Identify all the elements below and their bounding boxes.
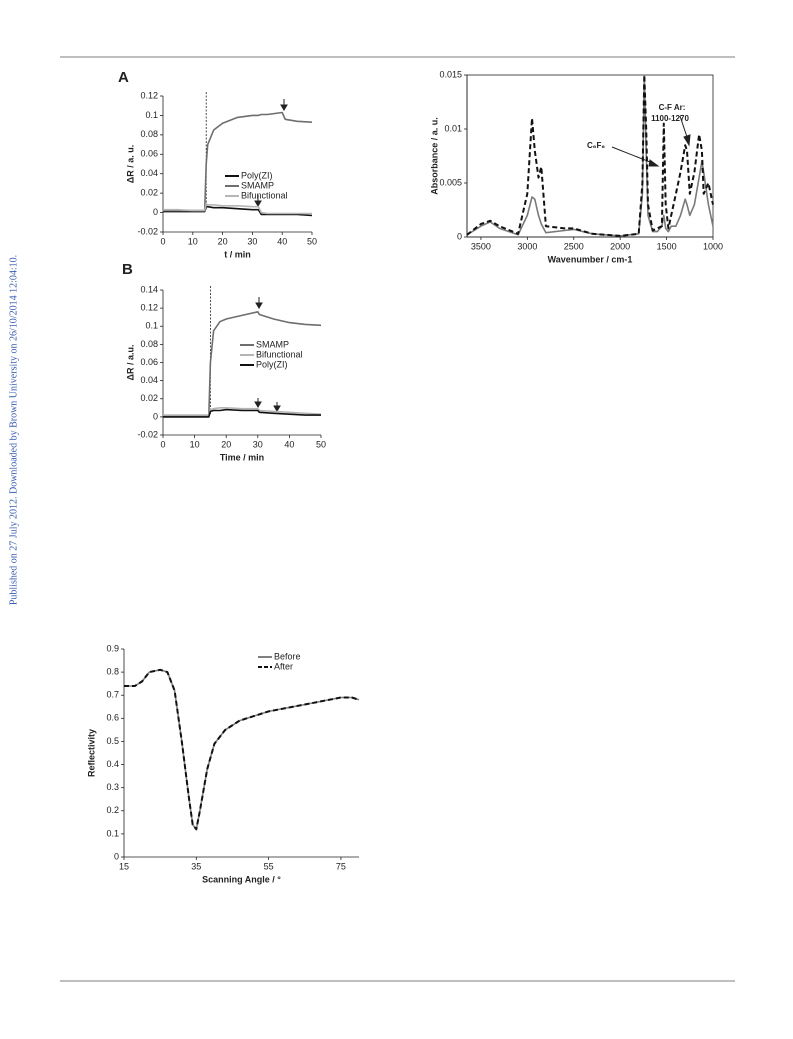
series-line [163, 311, 322, 417]
x-tick-label: 1500 [657, 241, 677, 251]
x-tick-label: 40 [284, 439, 294, 449]
y-tick-label: 0.08 [140, 339, 158, 349]
y-tick-label: 0.04 [140, 168, 158, 178]
legend-label: Bifunctional [241, 190, 288, 200]
series-line [124, 669, 360, 831]
x-tick-label: 0 [160, 439, 165, 449]
annotation: C₆F₆ [587, 141, 605, 150]
x-tick-label: 40 [277, 236, 287, 246]
x-tick-label: 20 [221, 439, 231, 449]
y-tick-label: 0.9 [106, 643, 119, 653]
series-line [466, 74, 714, 237]
x-tick-label: 2500 [564, 241, 584, 251]
y-tick-label: 0.1 [145, 321, 158, 331]
x-tick-label: 35 [191, 861, 201, 871]
series-line [163, 407, 322, 416]
y-tick-label: 0 [153, 207, 158, 217]
y-tick-label: 0.3 [106, 782, 119, 792]
y-tick-label: -0.02 [137, 429, 158, 439]
y-tick-label: 0.02 [140, 188, 158, 198]
y-tick-label: 0.12 [140, 90, 158, 100]
x-tick-label: 50 [307, 236, 317, 246]
x-tick-label: 3000 [517, 241, 537, 251]
x-tick-label: 2000 [610, 241, 630, 251]
panel-label: A [118, 69, 129, 86]
y-axis-label: ΔR / a. u. [125, 145, 135, 183]
x-axis-label: Time / min [220, 452, 264, 462]
y-tick-label: 0.14 [140, 284, 158, 294]
x-tick-label: 10 [190, 439, 200, 449]
y-tick-label: 0.6 [106, 713, 119, 723]
y-tick-label: 0 [114, 851, 119, 861]
x-tick-label: 1000 [703, 241, 723, 251]
x-tick-label: 75 [336, 861, 346, 871]
x-axis-label: t / min [224, 249, 251, 259]
annotation: 1100-1270 [651, 114, 689, 123]
legend-label: Poly(ZI) [256, 359, 288, 369]
x-tick-label: 3500 [471, 241, 491, 251]
x-tick-label: 50 [316, 439, 326, 449]
y-tick-label: 0.01 [444, 123, 462, 133]
x-axis-label: Scanning Angle / ° [202, 874, 281, 884]
y-tick-label: -0.02 [137, 226, 158, 236]
annotation: C-F Ar: [659, 103, 686, 112]
y-tick-label: 0.04 [140, 375, 158, 385]
x-tick-label: 15 [119, 861, 129, 871]
x-tick-label: 20 [218, 236, 228, 246]
x-tick-label: 10 [188, 236, 198, 246]
y-tick-label: 0.7 [106, 690, 119, 700]
y-tick-label: 0.08 [140, 129, 158, 139]
sidebar-text: Published on 27 July 2012. Downloaded by… [8, 255, 19, 605]
x-tick-label: 30 [253, 439, 263, 449]
legend-label: Before [274, 651, 301, 661]
y-tick-label: 0.06 [140, 357, 158, 367]
y-axis-label: ΔR / a.u. [125, 345, 135, 381]
y-tick-label: 0 [153, 411, 158, 421]
y-tick-label: 0.06 [140, 149, 158, 159]
legend-label: After [274, 661, 293, 671]
series-line [163, 408, 321, 418]
y-tick-label: 0.005 [439, 177, 462, 187]
y-tick-label: 0.8 [106, 666, 119, 676]
y-tick-label: 0.1 [106, 828, 119, 838]
series-line [163, 205, 313, 217]
y-axis-label: Reflectivity [86, 729, 96, 777]
y-tick-label: 0.02 [140, 393, 158, 403]
y-tick-label: 0.4 [106, 759, 119, 769]
y-tick-label: 0.2 [106, 805, 119, 815]
plot-frame [466, 74, 714, 238]
y-tick-label: 0 [457, 231, 462, 241]
x-axis-label: Wavenumber / cm-1 [548, 254, 633, 264]
arrows [254, 99, 691, 412]
panel-label: B [122, 261, 133, 278]
y-tick-label: 0.12 [140, 303, 158, 313]
legend-label: Bifunctional [256, 349, 303, 359]
series-line [124, 668, 360, 831]
x-tick-label: 30 [247, 236, 257, 246]
legend-label: SMAMP [241, 180, 274, 190]
y-tick-label: 0.5 [106, 736, 119, 746]
x-tick-label: 55 [264, 861, 274, 871]
x-tick-label: 0 [160, 236, 165, 246]
series-line [163, 203, 312, 215]
legend-label: SMAMP [256, 339, 289, 349]
y-tick-label: 0.015 [439, 69, 462, 79]
series-line [466, 74, 714, 237]
y-axis-label: Absorbance / a. u. [429, 117, 439, 195]
y-tick-label: 0.1 [145, 110, 158, 120]
legend-label: Poly(ZI) [241, 170, 273, 180]
